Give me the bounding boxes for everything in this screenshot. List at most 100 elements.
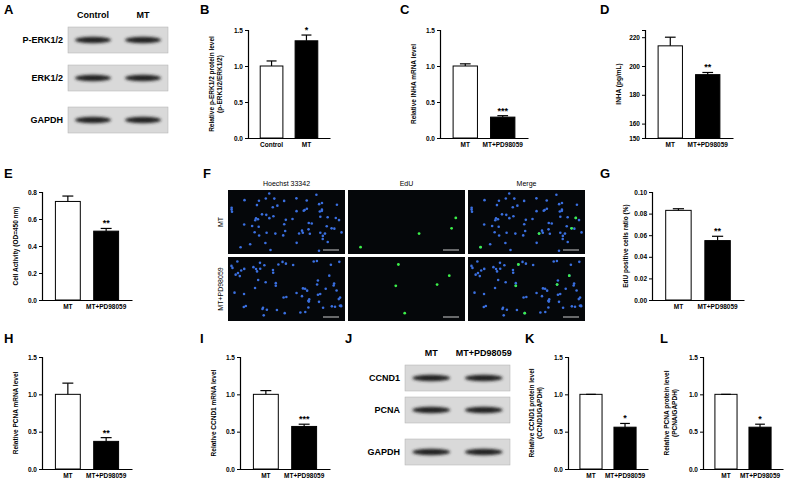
nucleus — [505, 197, 508, 200]
blot-band — [412, 407, 450, 413]
nucleus — [292, 264, 295, 267]
y-tick-mark — [245, 138, 248, 139]
row-label: PCNA — [374, 405, 400, 415]
error-bar-cap — [721, 394, 731, 395]
nucleus — [498, 199, 501, 202]
panel-letter: F — [203, 166, 211, 181]
nucleus — [322, 306, 325, 309]
nucleus — [493, 231, 496, 234]
nucleus — [301, 295, 304, 298]
scale-bar — [443, 250, 459, 251]
y-tick-mark — [39, 192, 42, 193]
y-axis-line — [437, 31, 441, 139]
edu-nucleus — [514, 284, 517, 287]
nucleus — [319, 210, 322, 213]
y-tick-label: 1.5 — [226, 354, 235, 361]
nucleus — [558, 301, 561, 304]
y-tick-mark — [437, 102, 440, 103]
y-axis: 0.000.020.040.060.080.10 — [634, 189, 652, 304]
nucleus — [555, 193, 558, 196]
y-tick-label: 0.8 — [28, 189, 37, 196]
x-axis: MTMT+PD98059 — [646, 138, 734, 148]
nucleus — [281, 261, 284, 264]
error-bar — [497, 116, 508, 117]
error-bar — [299, 424, 310, 426]
blot-strip — [405, 397, 510, 423]
edu-nucleus — [418, 232, 421, 235]
blot-band — [75, 37, 111, 43]
scale-bar — [323, 317, 339, 318]
nucleus — [231, 267, 234, 270]
nucleus — [504, 242, 507, 245]
x-axis: MT MT+PD98059 — [704, 469, 784, 479]
nucleus — [307, 306, 310, 309]
x-tick: MT+PD98059 — [605, 469, 646, 479]
x-tick-label: MT — [721, 472, 730, 479]
nucleus — [578, 261, 581, 264]
y-tick: 1.0 — [554, 391, 568, 398]
bar — [292, 426, 317, 469]
edu-nucleus — [403, 312, 406, 315]
error-bar — [62, 196, 73, 201]
nucleus — [558, 249, 561, 252]
nucleus — [283, 200, 286, 203]
bar — [658, 46, 682, 138]
edu-nucleus — [450, 227, 453, 230]
error-bar-stem — [67, 196, 68, 201]
nucleus — [496, 204, 499, 207]
y-axis-title: Cell Activity (OD=450 nm) — [12, 206, 20, 285]
y-tick-mark — [245, 102, 248, 103]
y-tick-label: 0.0 — [554, 466, 563, 473]
error-bar — [620, 423, 630, 427]
nucleus — [535, 292, 538, 295]
nucleus — [489, 243, 492, 246]
y-tick-label: 1.5 — [554, 354, 563, 361]
y-tick: 150 — [629, 135, 645, 142]
nucleus — [315, 193, 318, 196]
column-label: Merge — [517, 180, 537, 188]
nucleus — [497, 279, 500, 282]
error-bar — [101, 228, 112, 231]
y-tick-mark — [437, 138, 440, 139]
nucleus — [525, 219, 528, 222]
nucleus — [302, 209, 305, 212]
blot-band — [125, 37, 161, 43]
blot-strip — [405, 439, 510, 465]
micrograph — [348, 190, 465, 254]
y-tick: 0.10 — [634, 189, 652, 196]
nucleus — [249, 243, 252, 246]
error-bar — [101, 438, 112, 442]
nucleus — [483, 268, 486, 271]
nucleus — [580, 231, 583, 234]
nucleus — [258, 234, 261, 237]
edu-nucleus — [523, 312, 526, 315]
bar — [253, 394, 278, 469]
nucleus — [512, 215, 515, 218]
nucleus — [285, 296, 288, 299]
nucleus — [542, 231, 545, 234]
nucleus — [240, 269, 243, 272]
panel-letter: K — [525, 331, 535, 346]
x-tick-label: Control — [260, 141, 283, 148]
y-tick-mark — [565, 357, 568, 358]
blot-band — [125, 75, 161, 81]
nucleus — [316, 283, 319, 286]
y-tick: 0.0 — [28, 466, 42, 473]
x-tick-label: MT — [261, 472, 270, 479]
error-bar — [301, 35, 311, 41]
nucleus — [572, 284, 575, 287]
x-tick: MT+PD98059 — [740, 469, 781, 479]
bar — [94, 441, 119, 469]
nucleus — [565, 225, 568, 228]
nucleus — [295, 292, 298, 295]
nucleus — [276, 204, 279, 207]
y-tick-mark — [39, 394, 42, 395]
plot-area — [715, 394, 771, 469]
nucleus — [574, 217, 577, 220]
plot-area — [253, 391, 316, 469]
y-axis: 0.00.51.01.5 — [28, 354, 43, 473]
nucleus — [306, 207, 309, 210]
x-tick-label: MT — [302, 141, 311, 148]
nucleus — [318, 203, 321, 206]
y-tick: 0.6 — [28, 216, 42, 223]
